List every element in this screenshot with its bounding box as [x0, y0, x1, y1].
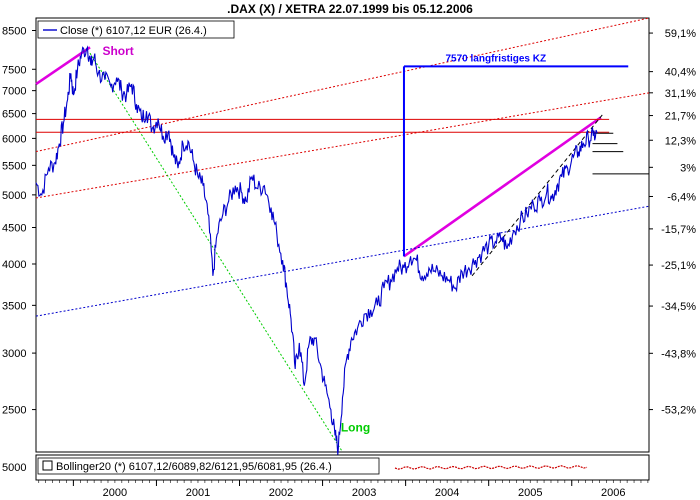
indicator-legend-box — [37, 457, 380, 475]
x-tick-label: 2000 — [103, 487, 127, 499]
legend-label-close: Close (*) 6107,12 EUR (26.4.) — [60, 25, 207, 37]
main-legend: Close (*) 6107,12 EUR (26.4.) — [37, 20, 235, 39]
horizontal-levels-layer — [36, 118, 649, 175]
annotation-short: Short — [102, 44, 133, 58]
y-left-tick-label: 8500 — [2, 25, 26, 37]
y-right-tick-label: -43,8% — [661, 348, 696, 360]
chart-title: .DAX (X) / XETRA 22.07.1999 bis 05.12.20… — [227, 2, 473, 16]
y-axis-left: 2500 3000 3500 4000 4500 5000 5500 6000 6500 7000… — [2, 25, 36, 474]
red-dotted-upper-line — [35, 17, 650, 153]
y-left-tick-label: 5500 — [2, 160, 26, 172]
bollinger-series — [394, 465, 588, 470]
target-layer — [402, 65, 629, 257]
y-right-tick-label: 31,1% — [665, 88, 696, 100]
annotation-target: 7570 langfristiges KZ — [445, 53, 546, 64]
indicator-y-tick-label: 5000 — [2, 462, 26, 474]
x-tick-label: 2004 — [435, 487, 459, 499]
y-axis-right: 59,1% 40,4% 31,1% 21,7% 12,3% 3% -6,4% -15,7% -2… — [649, 28, 696, 417]
main-legend-box — [37, 20, 235, 39]
legend-label-bollinger: Bollinger20 (*) 6107,12/6089,82/6121,95/… — [56, 461, 332, 473]
x-tick-label: 2003 — [352, 487, 376, 499]
main-plot-frame — [35, 17, 650, 453]
y-left-tick-label: 7000 — [2, 86, 26, 98]
long-term-trend-line — [403, 116, 602, 258]
y-right-tick-label: -6,4% — [667, 191, 696, 203]
y-right-tick-label: -15,7% — [661, 224, 696, 236]
y-left-tick-label: 4000 — [2, 259, 26, 271]
y-right-tick-label: -53,2% — [661, 405, 696, 417]
annotation-long: Long — [341, 420, 370, 434]
y-left-tick-label: 7500 — [2, 64, 26, 76]
y-left-tick-label: 3500 — [2, 300, 26, 312]
y-left-tick-label: 5000 — [2, 190, 26, 202]
y-left-tick-label: 2500 — [2, 405, 26, 417]
y-right-tick-label: 40,4% — [665, 67, 696, 79]
y-right-tick-label: 3% — [680, 162, 696, 174]
x-tick-label: 2002 — [269, 487, 293, 499]
y-right-tick-label: -34,5% — [661, 301, 696, 313]
short-trend-line — [35, 46, 91, 86]
close-price-series — [35, 45, 598, 455]
indicator-panel-frame — [35, 454, 650, 481]
y-left-tick-label: 3000 — [2, 348, 26, 360]
x-tick-label: 2001 — [186, 487, 210, 499]
y-left-tick-label: 6000 — [2, 133, 26, 145]
y-right-tick-label: 21,7% — [665, 111, 696, 123]
x-tick-label: 2005 — [518, 487, 542, 499]
y-right-tick-label: -25,1% — [661, 260, 696, 272]
indicator-layer — [394, 465, 588, 470]
x-axis: 2000 2001 2002 2003 2004 2005 2006 — [38, 480, 649, 499]
y-left-tick-label: 4500 — [2, 223, 26, 235]
series-layer — [35, 45, 598, 455]
y-right-tick-label: 59,1% — [665, 28, 696, 40]
indicator-legend: Bollinger20 (*) 6107,12/6089,82/6121,95/… — [37, 457, 380, 475]
x-tick-label: 2006 — [601, 487, 625, 499]
trendlines-layer — [35, 17, 650, 451]
y-left-tick-label: 6500 — [2, 109, 26, 121]
y-right-tick-label: 12,3% — [665, 135, 696, 147]
legend-square-icon — [42, 460, 53, 471]
